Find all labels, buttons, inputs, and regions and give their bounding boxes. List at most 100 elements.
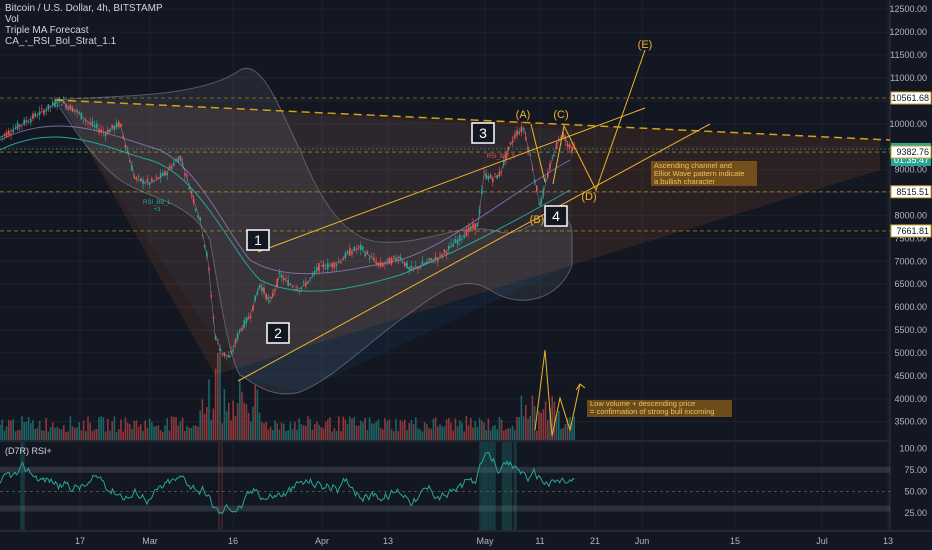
volume-bar	[100, 416, 102, 440]
volume-bar	[560, 429, 562, 440]
candle-body	[428, 258, 430, 261]
volume-bar	[113, 416, 116, 440]
rsi-signal-bar	[507, 442, 510, 530]
channel-upper-line	[257, 107, 646, 253]
candle-body	[175, 159, 177, 161]
candle-body	[401, 262, 404, 264]
volume-bar	[236, 402, 239, 440]
candle-body	[487, 176, 490, 180]
volume-bar	[76, 427, 78, 440]
rsi-pane-label[interactable]: (D7R) RSI+	[5, 446, 52, 456]
volume-bar	[274, 420, 276, 440]
rsi-signal-bar	[479, 442, 481, 530]
candle-body	[322, 263, 325, 268]
candle-body	[362, 246, 364, 249]
channel-note-bg	[651, 161, 757, 186]
volume-bar	[525, 404, 527, 440]
candle-body	[441, 254, 443, 257]
wave-projection	[552, 49, 646, 192]
candle-body	[23, 119, 25, 125]
volume-bar	[63, 425, 65, 440]
volume-bar	[437, 426, 439, 440]
volume-bar	[496, 429, 498, 440]
volume-bar	[538, 411, 540, 440]
volume-bar	[245, 404, 248, 440]
volume-bar	[5, 426, 8, 440]
candle-body	[3, 134, 6, 136]
volume-bar	[331, 431, 333, 440]
volume-bar	[30, 423, 32, 440]
candle-body	[542, 189, 545, 196]
volume-bar	[349, 416, 351, 440]
volume-bar	[232, 400, 234, 440]
volume-bar	[98, 417, 100, 440]
candle-body	[500, 171, 503, 173]
volume-bar	[562, 428, 564, 440]
candle-body	[294, 289, 296, 290]
volume-bar	[93, 429, 96, 440]
volume-bar	[206, 407, 208, 440]
lower-shade	[55, 100, 572, 392]
rsi-upper-band	[0, 466, 890, 473]
indicator-triple-ma[interactable]: Triple MA Forecast	[5, 25, 89, 36]
volume-bar	[333, 427, 336, 440]
volume-bar	[1, 419, 3, 440]
rsi-bb-short-marker: RSI_BB_S	[487, 154, 516, 160]
candle-body	[419, 266, 421, 269]
volume-bar	[419, 429, 421, 440]
candle-body	[408, 267, 410, 270]
rsi-signal-bar	[221, 442, 223, 530]
price-axis-label: 7661.81	[890, 224, 932, 238]
candle-body	[111, 124, 113, 129]
candle-body	[375, 261, 377, 265]
volume-bar	[388, 419, 391, 440]
candle-body	[564, 137, 567, 141]
x-tick-label: 15	[730, 536, 740, 546]
candle-body	[274, 289, 276, 291]
candle-body	[210, 295, 212, 297]
indicator-rsi-bol[interactable]: CA_-_RSI_Bol_Strat_1.1	[5, 36, 117, 47]
volume-bar	[549, 407, 551, 440]
volume-bar	[527, 418, 529, 440]
volume-bar	[10, 420, 12, 440]
candle-body	[144, 183, 146, 184]
volume-bar	[417, 428, 419, 440]
volume-bar	[52, 422, 54, 440]
volume-bar	[483, 422, 485, 440]
volume-bar	[192, 425, 195, 440]
volume-bar	[217, 352, 219, 440]
candle-body	[300, 287, 303, 289]
candle-body	[234, 339, 237, 344]
volume-bar	[208, 379, 210, 440]
candle-body	[96, 123, 98, 128]
candle-body	[562, 132, 564, 138]
volume-bar	[41, 430, 43, 440]
volume-bar	[225, 411, 228, 440]
volume-bar	[131, 428, 133, 440]
candle-body	[269, 296, 272, 298]
candle-body	[219, 348, 221, 351]
volume-bar	[170, 416, 173, 440]
wave-label-text: 1	[254, 232, 262, 248]
price-axis-label: 10561.68	[890, 91, 932, 105]
volume-bar	[536, 430, 538, 440]
volume-bar	[25, 421, 28, 440]
volume-bar	[338, 416, 340, 440]
candle-body	[280, 274, 283, 278]
candle-body	[366, 251, 369, 254]
volume-bar	[153, 426, 155, 440]
candle-body	[115, 122, 118, 128]
candle-body	[514, 134, 516, 138]
volume-bar	[346, 424, 349, 440]
rsi-signal-bar	[504, 442, 507, 530]
volume-bar	[456, 426, 459, 440]
candle-body	[34, 113, 36, 117]
resistance-trendline	[54, 99, 891, 141]
indicator-vol[interactable]: Vol	[5, 14, 19, 25]
volume-bar	[175, 417, 177, 440]
candle-body	[137, 176, 140, 177]
volume-bar	[23, 422, 25, 440]
rsi-signal-bar	[494, 442, 496, 530]
candle-body	[492, 178, 494, 183]
